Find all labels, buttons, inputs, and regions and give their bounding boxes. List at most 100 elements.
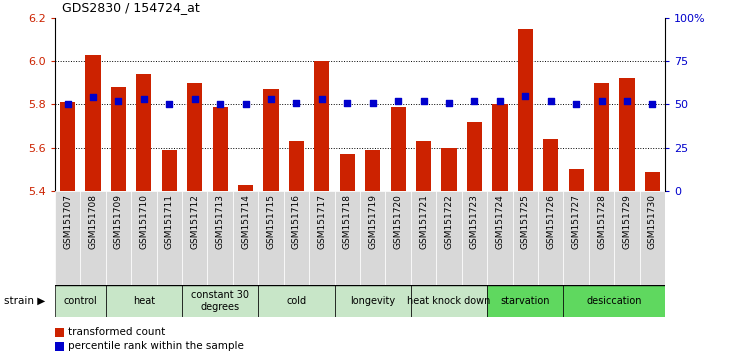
Point	[647, 102, 659, 107]
Bar	[594, 83, 609, 191]
Point	[469, 98, 480, 104]
Bar	[518, 29, 533, 191]
Bar	[538, 191, 564, 285]
Text: GSM151721: GSM151721	[419, 194, 428, 249]
Bar	[106, 285, 182, 317]
Point	[138, 96, 150, 102]
Text: constant 30
degrees: constant 30 degrees	[191, 290, 249, 312]
Text: GSM151710: GSM151710	[140, 194, 148, 249]
Text: GDS2830 / 154724_at: GDS2830 / 154724_at	[62, 1, 200, 14]
Bar	[614, 191, 640, 285]
Point	[189, 96, 200, 102]
Point	[214, 102, 226, 107]
Point	[545, 98, 556, 104]
Point	[164, 102, 175, 107]
Bar	[263, 89, 279, 191]
Bar	[467, 122, 482, 191]
Point	[417, 98, 429, 104]
Bar	[462, 191, 487, 285]
Bar	[258, 285, 335, 317]
Bar	[416, 141, 431, 191]
Point	[316, 96, 327, 102]
Bar	[512, 191, 538, 285]
Bar	[156, 191, 182, 285]
Text: GSM151714: GSM151714	[241, 194, 250, 249]
Bar	[309, 191, 335, 285]
Bar	[564, 285, 665, 317]
Text: heat knock down: heat knock down	[407, 296, 491, 306]
Text: GSM151709: GSM151709	[114, 194, 123, 249]
Bar	[645, 172, 660, 191]
Bar	[233, 191, 258, 285]
Bar	[436, 191, 462, 285]
Text: GSM151716: GSM151716	[292, 194, 301, 249]
Bar	[589, 191, 614, 285]
Bar	[619, 79, 635, 191]
Bar	[335, 191, 360, 285]
Text: strain ▶: strain ▶	[4, 296, 45, 306]
Bar	[182, 191, 208, 285]
Bar	[238, 185, 253, 191]
Point	[265, 96, 277, 102]
Point	[443, 100, 455, 105]
Bar	[131, 191, 156, 285]
Point	[520, 93, 531, 98]
Bar	[284, 191, 309, 285]
Text: GSM151724: GSM151724	[496, 194, 504, 249]
Point	[113, 98, 124, 104]
Bar	[340, 154, 355, 191]
Bar	[442, 148, 457, 191]
Point	[87, 95, 99, 100]
Bar	[335, 285, 411, 317]
Text: GSM151715: GSM151715	[267, 194, 276, 249]
Text: GSM151719: GSM151719	[368, 194, 377, 249]
Bar	[182, 285, 258, 317]
Text: starvation: starvation	[501, 296, 550, 306]
Text: GSM151712: GSM151712	[190, 194, 200, 249]
Bar	[365, 150, 380, 191]
Text: cold: cold	[287, 296, 306, 306]
Bar	[289, 141, 304, 191]
Bar	[411, 191, 436, 285]
Text: percentile rank within the sample: percentile rank within the sample	[68, 342, 243, 352]
Bar	[162, 150, 177, 191]
Text: transformed count: transformed count	[68, 327, 165, 337]
Point	[393, 98, 404, 104]
Bar	[640, 191, 665, 285]
Point	[61, 102, 73, 107]
Point	[596, 98, 607, 104]
Text: GSM151729: GSM151729	[623, 194, 632, 249]
Bar	[86, 55, 101, 191]
Bar	[55, 285, 106, 317]
Bar	[569, 170, 584, 191]
Bar	[208, 191, 233, 285]
Text: GSM151711: GSM151711	[164, 194, 174, 249]
Bar	[487, 285, 564, 317]
Text: GSM151726: GSM151726	[546, 194, 556, 249]
Bar	[80, 191, 106, 285]
Bar	[385, 191, 411, 285]
Text: GSM151730: GSM151730	[648, 194, 657, 249]
Point	[291, 100, 303, 105]
Text: GSM151727: GSM151727	[572, 194, 580, 249]
Bar	[60, 102, 75, 191]
Bar	[106, 191, 131, 285]
Text: GSM151720: GSM151720	[394, 194, 403, 249]
Bar	[55, 327, 64, 337]
Bar	[187, 83, 202, 191]
Point	[494, 98, 506, 104]
Text: GSM151718: GSM151718	[343, 194, 352, 249]
Point	[240, 102, 251, 107]
Point	[367, 100, 379, 105]
Bar	[543, 139, 558, 191]
Bar	[55, 191, 80, 285]
Text: longevity: longevity	[350, 296, 395, 306]
Text: GSM151722: GSM151722	[444, 194, 453, 249]
Point	[621, 98, 633, 104]
Text: GSM151717: GSM151717	[317, 194, 326, 249]
Text: GSM151708: GSM151708	[88, 194, 97, 249]
Text: control: control	[64, 296, 97, 306]
Bar	[55, 342, 64, 351]
Bar	[390, 107, 406, 191]
Bar	[111, 87, 126, 191]
